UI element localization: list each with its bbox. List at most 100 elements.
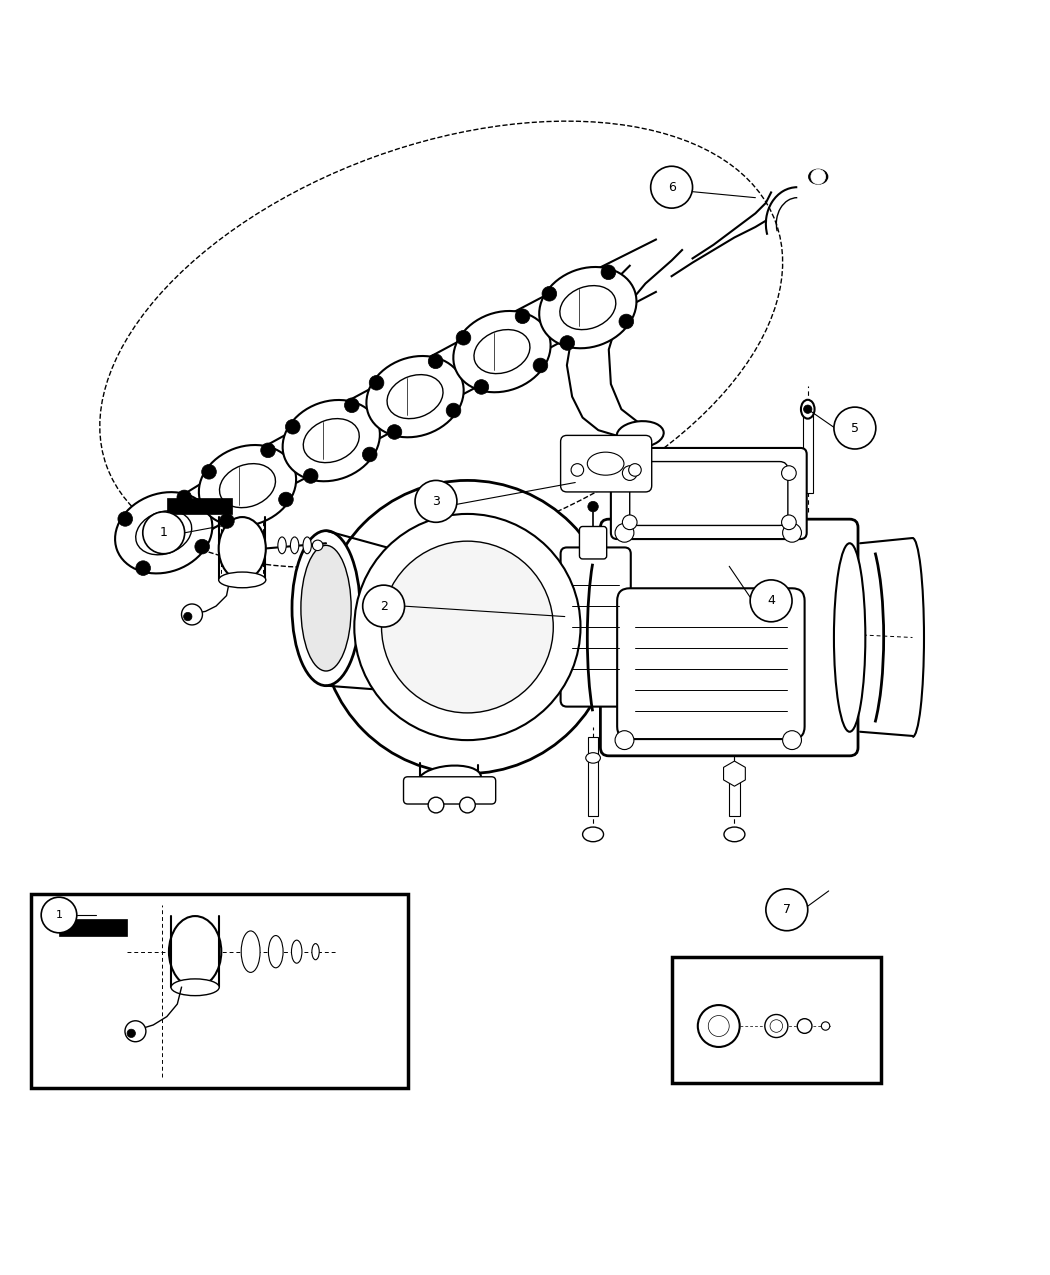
Circle shape xyxy=(344,398,359,413)
Circle shape xyxy=(615,523,634,542)
Circle shape xyxy=(118,511,132,527)
Ellipse shape xyxy=(764,1015,788,1038)
Text: 2: 2 xyxy=(380,599,387,612)
Text: 5: 5 xyxy=(850,422,859,435)
Ellipse shape xyxy=(454,311,550,393)
Ellipse shape xyxy=(460,797,476,813)
Ellipse shape xyxy=(801,400,815,418)
Circle shape xyxy=(362,448,377,462)
Ellipse shape xyxy=(218,518,266,580)
Circle shape xyxy=(303,469,318,483)
Text: 7: 7 xyxy=(783,903,791,917)
Circle shape xyxy=(811,170,825,184)
Ellipse shape xyxy=(116,492,212,574)
FancyBboxPatch shape xyxy=(630,462,788,525)
FancyBboxPatch shape xyxy=(611,448,806,539)
Circle shape xyxy=(709,1016,729,1037)
Text: 4: 4 xyxy=(768,594,775,607)
Circle shape xyxy=(542,287,557,301)
Ellipse shape xyxy=(797,1019,812,1033)
Circle shape xyxy=(456,330,470,346)
Ellipse shape xyxy=(282,400,380,481)
Ellipse shape xyxy=(198,445,296,527)
Bar xyxy=(729,769,739,816)
Ellipse shape xyxy=(292,940,302,963)
Ellipse shape xyxy=(698,1005,739,1047)
Circle shape xyxy=(782,731,801,750)
Circle shape xyxy=(127,1029,135,1038)
Circle shape xyxy=(219,514,234,528)
Circle shape xyxy=(41,898,77,933)
Circle shape xyxy=(781,515,796,529)
Circle shape xyxy=(623,515,637,529)
Circle shape xyxy=(446,403,461,418)
Bar xyxy=(588,737,598,816)
Ellipse shape xyxy=(219,464,275,507)
Circle shape xyxy=(362,585,404,627)
Circle shape xyxy=(415,481,457,523)
Circle shape xyxy=(781,465,796,481)
FancyBboxPatch shape xyxy=(403,776,496,805)
Circle shape xyxy=(770,1020,782,1033)
Circle shape xyxy=(750,580,792,622)
Bar xyxy=(672,958,881,1082)
Circle shape xyxy=(588,501,598,511)
Circle shape xyxy=(782,523,801,542)
Ellipse shape xyxy=(303,537,312,553)
Circle shape xyxy=(623,465,637,481)
Circle shape xyxy=(260,442,275,458)
Ellipse shape xyxy=(100,121,782,567)
Circle shape xyxy=(615,731,634,750)
Circle shape xyxy=(765,889,807,931)
Text: 3: 3 xyxy=(432,495,440,507)
Bar xyxy=(30,894,407,1088)
Circle shape xyxy=(533,358,548,372)
Circle shape xyxy=(834,407,876,449)
Circle shape xyxy=(182,604,203,625)
Circle shape xyxy=(629,464,642,477)
Ellipse shape xyxy=(560,286,616,330)
Ellipse shape xyxy=(242,931,260,973)
Circle shape xyxy=(278,492,293,507)
Ellipse shape xyxy=(616,421,664,448)
Ellipse shape xyxy=(821,1021,830,1030)
Circle shape xyxy=(560,335,574,351)
Circle shape xyxy=(354,514,581,740)
Ellipse shape xyxy=(291,537,299,553)
Text: 1: 1 xyxy=(56,910,63,921)
Bar xyxy=(59,919,127,936)
Ellipse shape xyxy=(169,915,222,987)
Ellipse shape xyxy=(587,453,624,476)
Ellipse shape xyxy=(366,356,464,437)
Circle shape xyxy=(125,1021,146,1042)
Bar xyxy=(802,413,813,493)
Circle shape xyxy=(474,380,488,394)
Circle shape xyxy=(571,464,584,477)
Text: 6: 6 xyxy=(668,181,675,194)
Ellipse shape xyxy=(303,418,359,463)
Bar xyxy=(167,499,232,514)
Circle shape xyxy=(516,309,530,324)
FancyBboxPatch shape xyxy=(601,519,858,756)
Circle shape xyxy=(620,314,633,329)
Circle shape xyxy=(135,561,150,575)
Circle shape xyxy=(381,541,553,713)
Ellipse shape xyxy=(808,170,827,184)
Ellipse shape xyxy=(171,979,219,996)
FancyBboxPatch shape xyxy=(580,527,607,558)
Ellipse shape xyxy=(292,530,360,686)
Circle shape xyxy=(428,354,443,368)
Ellipse shape xyxy=(278,537,287,553)
Ellipse shape xyxy=(474,330,530,374)
Ellipse shape xyxy=(312,944,319,960)
Circle shape xyxy=(370,375,384,390)
Ellipse shape xyxy=(218,572,266,588)
Circle shape xyxy=(177,490,191,505)
Ellipse shape xyxy=(540,266,636,348)
Ellipse shape xyxy=(586,752,601,764)
Ellipse shape xyxy=(418,765,481,792)
Circle shape xyxy=(143,511,185,553)
Ellipse shape xyxy=(834,543,865,732)
Circle shape xyxy=(202,464,216,479)
Circle shape xyxy=(651,166,693,208)
